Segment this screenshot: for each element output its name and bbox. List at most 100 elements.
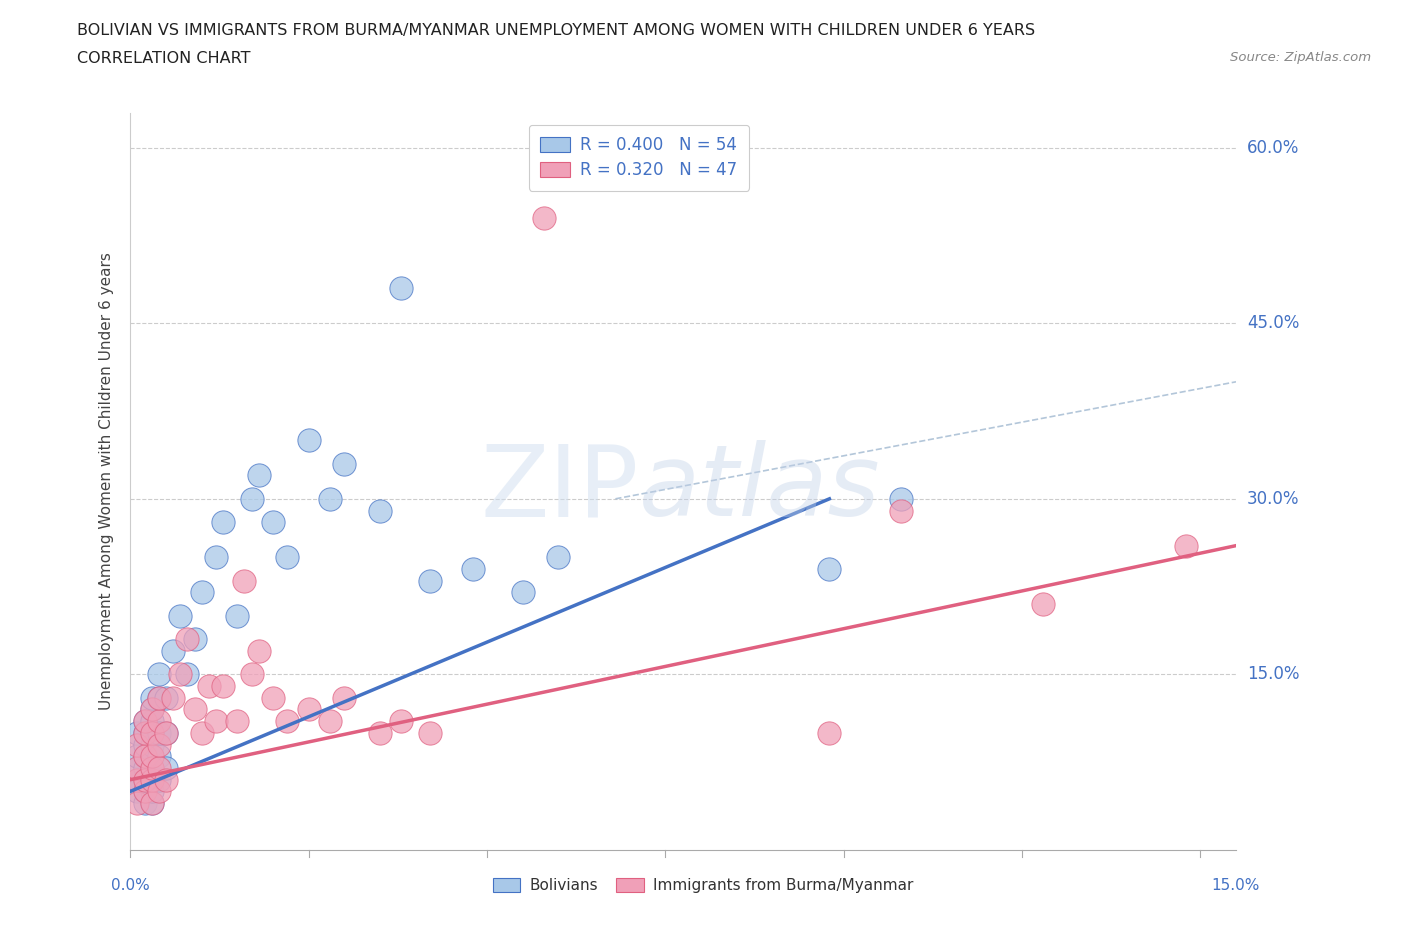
Point — [148, 772, 170, 787]
Point — [148, 690, 170, 705]
Point — [226, 608, 249, 623]
Point — [134, 772, 156, 787]
Point — [212, 515, 235, 530]
Point — [533, 210, 555, 225]
Point — [276, 713, 298, 728]
Point — [155, 725, 177, 740]
Point — [141, 772, 163, 787]
Point — [127, 784, 149, 799]
Point — [141, 796, 163, 811]
Point — [134, 761, 156, 776]
Point — [298, 702, 321, 717]
Point — [319, 713, 342, 728]
Point — [141, 725, 163, 740]
Point — [262, 515, 284, 530]
Point — [298, 432, 321, 447]
Point — [247, 468, 270, 483]
Point — [127, 749, 149, 764]
Point — [141, 784, 163, 799]
Point — [169, 608, 191, 623]
Point — [162, 644, 184, 658]
Point — [333, 457, 356, 472]
Point — [190, 585, 212, 600]
Point — [205, 550, 228, 565]
Point — [240, 667, 263, 682]
Point — [127, 737, 149, 752]
Text: 45.0%: 45.0% — [1247, 314, 1299, 332]
Point — [198, 679, 221, 694]
Point — [419, 573, 441, 588]
Point — [319, 491, 342, 506]
Point — [127, 761, 149, 776]
Point — [155, 761, 177, 776]
Point — [162, 690, 184, 705]
Point — [134, 749, 156, 764]
Point — [141, 702, 163, 717]
Point — [190, 725, 212, 740]
Point — [127, 761, 149, 776]
Point — [183, 631, 205, 646]
Point — [134, 725, 156, 740]
Point — [141, 772, 163, 787]
Point — [183, 702, 205, 717]
Point — [127, 772, 149, 787]
Text: atlas: atlas — [638, 440, 880, 538]
Legend: R = 0.400   N = 54, R = 0.320   N = 47: R = 0.400 N = 54, R = 0.320 N = 47 — [529, 125, 749, 191]
Point — [155, 690, 177, 705]
Point — [205, 713, 228, 728]
Point — [262, 690, 284, 705]
Point — [1032, 597, 1054, 612]
Point — [127, 772, 149, 787]
Point — [240, 491, 263, 506]
Text: 30.0%: 30.0% — [1247, 490, 1299, 508]
Point — [148, 725, 170, 740]
Point — [419, 725, 441, 740]
Point — [134, 713, 156, 728]
Point — [818, 562, 841, 577]
Point — [176, 631, 198, 646]
Point — [155, 725, 177, 740]
Point — [141, 702, 163, 717]
Point — [389, 713, 412, 728]
Point — [141, 725, 163, 740]
Point — [134, 725, 156, 740]
Text: BOLIVIAN VS IMMIGRANTS FROM BURMA/MYANMAR UNEMPLOYMENT AMONG WOMEN WITH CHILDREN: BOLIVIAN VS IMMIGRANTS FROM BURMA/MYANMA… — [77, 23, 1035, 38]
Point — [547, 550, 569, 565]
Point — [247, 644, 270, 658]
Text: Source: ZipAtlas.com: Source: ZipAtlas.com — [1230, 51, 1371, 64]
Point — [276, 550, 298, 565]
Text: 0.0%: 0.0% — [111, 878, 149, 893]
Point — [212, 679, 235, 694]
Point — [141, 749, 163, 764]
Point — [368, 503, 391, 518]
Point — [389, 281, 412, 296]
Point — [148, 784, 170, 799]
Point — [148, 690, 170, 705]
Point — [333, 690, 356, 705]
Point — [148, 667, 170, 682]
Point — [148, 761, 170, 776]
Point — [134, 796, 156, 811]
Point — [141, 761, 163, 776]
Point — [127, 796, 149, 811]
Point — [127, 725, 149, 740]
Point — [461, 562, 484, 577]
Point — [134, 713, 156, 728]
Point — [134, 784, 156, 799]
Point — [890, 503, 912, 518]
Point — [226, 713, 249, 728]
Point — [134, 784, 156, 799]
Text: ZIP: ZIP — [481, 440, 638, 538]
Point — [141, 761, 163, 776]
Y-axis label: Unemployment Among Women with Children Under 6 years: Unemployment Among Women with Children U… — [100, 252, 114, 711]
Point — [141, 690, 163, 705]
Legend: Bolivians, Immigrants from Burma/Myanmar: Bolivians, Immigrants from Burma/Myanmar — [486, 871, 920, 899]
Point — [148, 737, 170, 752]
Point — [368, 725, 391, 740]
Text: 15.0%: 15.0% — [1247, 665, 1299, 684]
Point — [148, 749, 170, 764]
Point — [233, 573, 256, 588]
Text: 15.0%: 15.0% — [1212, 878, 1260, 893]
Point — [148, 713, 170, 728]
Point — [512, 585, 534, 600]
